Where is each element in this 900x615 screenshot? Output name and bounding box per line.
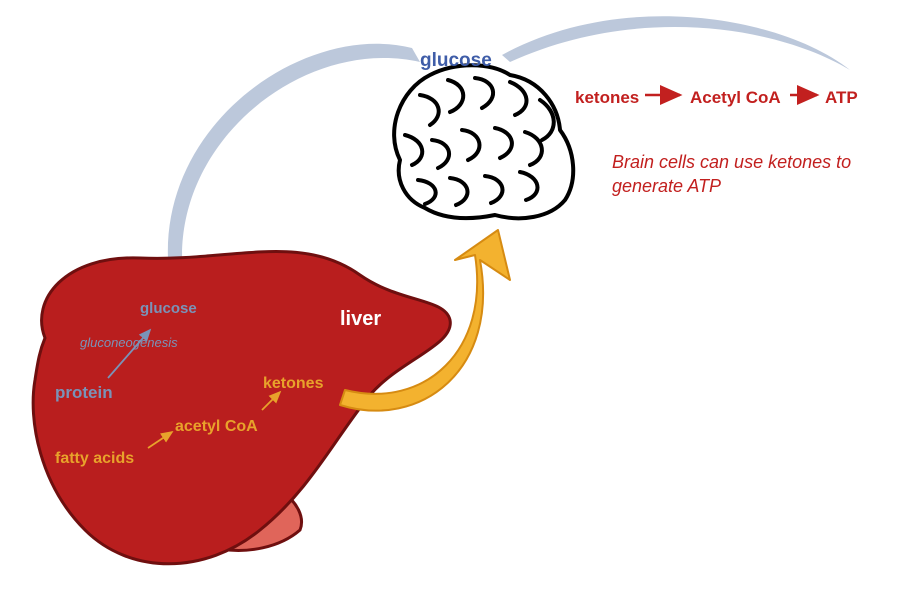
protein-label: protein [55,383,113,403]
liver-organ [33,252,450,564]
fatty-acids-label: fatty acids [55,450,134,468]
glucose-arrow-top [502,16,850,70]
gluconeogenesis-label: gluconeogenesis [80,335,178,350]
ketone-arrow [340,230,510,411]
glucose-brain-label: glucose [420,50,492,72]
ketones-liver-label: ketones [263,375,323,393]
ketones-brain-label: ketones [575,88,639,108]
atp-label: ATP [825,88,858,108]
glucose-arrow [168,44,420,292]
caption-text: Brain cells can use ketones to generate … [612,150,852,199]
acetyl-coa-liver-label: acetyl CoA [175,418,258,436]
acetyl-coa-brain-label: Acetyl CoA [690,88,781,108]
brain-organ [394,65,573,218]
brain-folds [405,78,554,205]
stage-svg [0,0,900,615]
liver-label: liver [340,308,381,331]
glucose-liver-label: glucose [140,300,197,317]
liver-pathway-arrows [108,330,280,448]
diagram-canvas: liver glucose gluconeogenesis protein fa… [0,0,900,615]
liver-back-lobe [160,470,302,550]
